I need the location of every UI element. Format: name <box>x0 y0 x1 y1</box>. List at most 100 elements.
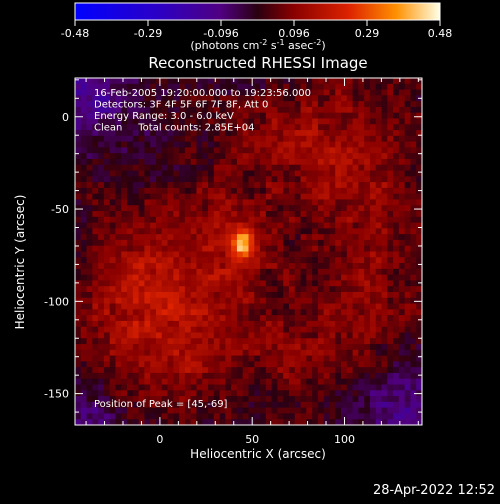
heatmap-cell <box>387 390 394 397</box>
heatmap-cell <box>75 338 82 345</box>
heatmap-cell <box>312 251 319 258</box>
heatmap-cell <box>369 211 377 218</box>
heatmap-cell <box>109 89 117 96</box>
y-tick-label: 0 <box>62 111 69 124</box>
heatmap-cell <box>132 355 140 362</box>
heatmap-cell <box>242 291 250 299</box>
heatmap-cell <box>265 326 273 334</box>
heatmap-cell <box>196 78 203 85</box>
heatmap-cell <box>387 153 394 160</box>
heatmap-cell <box>260 384 267 391</box>
heatmap-cell <box>179 245 186 253</box>
heatmap-cell <box>231 95 238 102</box>
heatmap-cell <box>248 141 255 148</box>
colorbar-tick-label: 0.48 <box>428 27 453 40</box>
heatmap-cell <box>121 274 128 282</box>
heatmap-cell <box>398 135 406 143</box>
heatmap-cell <box>346 280 354 287</box>
heatmap-cell <box>132 257 140 264</box>
heatmap-cell <box>144 297 151 305</box>
heatmap-cell <box>277 338 284 345</box>
heatmap-cell <box>231 286 238 293</box>
heatmap-cell <box>138 164 145 172</box>
heatmap-cell <box>341 228 348 235</box>
heatmap-cell <box>265 124 273 131</box>
heatmap-cell <box>312 257 319 264</box>
heatmap-cell <box>387 135 394 143</box>
heatmap-cell <box>184 83 192 91</box>
heatmap-cell <box>167 413 174 420</box>
heatmap-cell <box>346 182 354 189</box>
heatmap-cell <box>410 326 417 334</box>
heatmap-cell <box>312 413 319 420</box>
heatmap-cell <box>225 372 232 380</box>
heatmap-cell <box>236 355 244 362</box>
heatmap-cell <box>306 332 313 339</box>
heatmap-cell <box>265 141 273 148</box>
heatmap-cell <box>196 378 203 386</box>
heatmap-cell <box>132 199 140 206</box>
heatmap-cell <box>277 222 284 229</box>
heatmap-cell <box>265 130 273 137</box>
heatmap-cell <box>196 326 203 334</box>
heatmap-cell <box>155 332 163 339</box>
heatmap-cell <box>248 413 255 420</box>
heatmap-cell <box>155 372 163 380</box>
heatmap-cell <box>410 245 417 253</box>
heatmap-cell <box>288 106 296 114</box>
heatmap-cell <box>196 291 203 299</box>
heatmap-cell <box>323 147 331 154</box>
heatmap-cell <box>208 263 215 270</box>
heatmap-cell <box>283 344 290 351</box>
heatmap-cell <box>369 268 377 276</box>
heatmap-cell <box>213 234 221 241</box>
heatmap-cell <box>416 205 422 212</box>
heatmap-cell <box>179 280 186 287</box>
heatmap-cell <box>167 118 174 125</box>
heatmap-cell <box>398 320 406 328</box>
heatmap-cell <box>248 372 255 380</box>
heatmap-cell <box>127 78 134 85</box>
heatmap-cell <box>225 338 232 345</box>
heatmap-cell <box>271 309 279 316</box>
heatmap-cell <box>202 297 209 305</box>
heatmap-cell <box>127 303 134 310</box>
heatmap-cell <box>271 396 279 403</box>
heatmap-cell <box>173 390 180 397</box>
heatmap-cell <box>127 95 134 102</box>
heatmap-cell <box>86 182 93 189</box>
heatmap-cell <box>346 158 354 166</box>
heatmap-cell <box>190 153 198 160</box>
heatmap-cell <box>381 309 388 316</box>
heatmap-cell <box>341 349 348 357</box>
heatmap-cell <box>92 170 99 177</box>
heatmap-cell <box>127 130 134 137</box>
heatmap-cell <box>393 280 400 287</box>
heatmap-cell <box>352 413 359 420</box>
heatmap-cell <box>225 141 232 148</box>
heatmap-cell <box>335 309 342 316</box>
heatmap-cell <box>387 216 394 224</box>
heatmap-cell <box>173 187 180 195</box>
heatmap-cell <box>364 89 371 96</box>
heatmap-cell <box>323 378 331 386</box>
heatmap-cell <box>202 158 209 166</box>
heatmap-cell <box>260 297 267 305</box>
heatmap-cell <box>98 112 105 120</box>
heatmap-cell <box>306 274 313 282</box>
heatmap-cell <box>115 274 122 282</box>
heatmap-cell <box>138 297 145 305</box>
heatmap-cell <box>225 367 232 374</box>
heatmap-cell <box>271 413 279 420</box>
heatmap-cell <box>248 182 255 189</box>
heatmap-cell <box>393 390 400 397</box>
heatmap-cell <box>190 355 198 362</box>
heatmap-cell <box>323 372 331 380</box>
heatmap-cell <box>294 407 302 415</box>
heatmap-cell <box>184 326 192 334</box>
heatmap-cell <box>352 384 359 391</box>
heatmap-cell <box>231 164 238 172</box>
heatmap-cell <box>144 378 151 386</box>
heatmap-cell <box>375 361 383 368</box>
heatmap-cell <box>277 326 284 334</box>
